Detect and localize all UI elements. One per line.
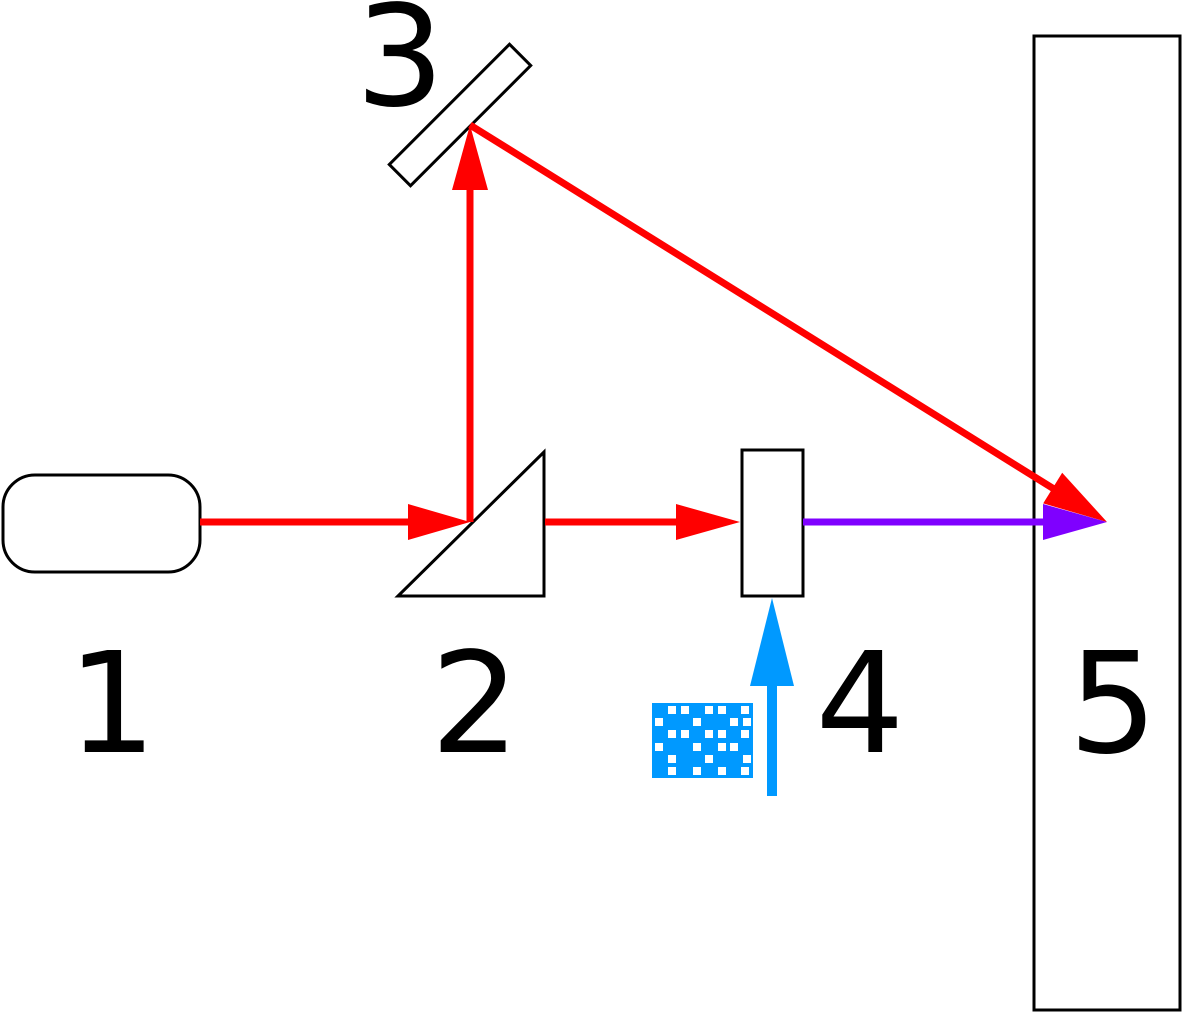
arrowhead xyxy=(750,598,794,686)
pattern-icon xyxy=(652,703,753,778)
node-label: 1 xyxy=(67,623,156,786)
node-label: 2 xyxy=(430,623,519,786)
node-label: 5 xyxy=(1068,623,1157,786)
arrowhead xyxy=(452,125,488,190)
arrowhead xyxy=(1043,472,1107,522)
beam-splitter xyxy=(394,448,546,598)
arrowhead xyxy=(676,504,740,540)
sample xyxy=(740,448,805,598)
node-label: 4 xyxy=(815,623,904,786)
arrowhead xyxy=(1043,504,1107,540)
node-label: 3 xyxy=(355,0,444,139)
arrowhead xyxy=(408,504,470,540)
beam xyxy=(468,122,1056,492)
light-source xyxy=(1,473,202,574)
